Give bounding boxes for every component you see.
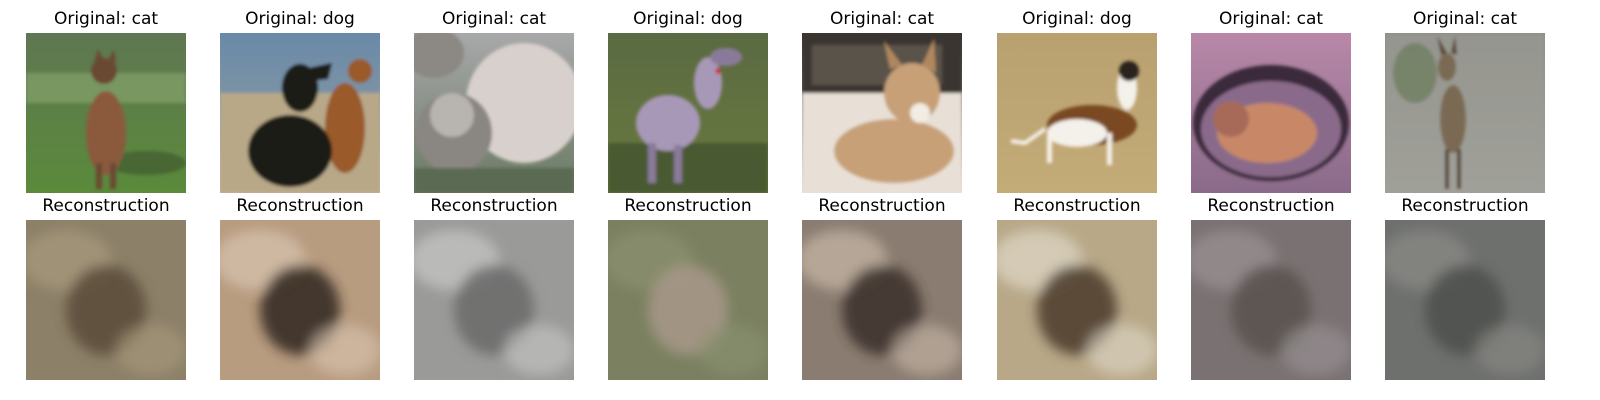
reconstruction-title: Reconstruction	[430, 196, 558, 216]
original-title: Original: dog	[245, 9, 355, 29]
original-image	[608, 33, 768, 193]
original-image	[802, 33, 962, 193]
reconstruction-image	[997, 220, 1157, 380]
reconstruction-image	[1191, 220, 1351, 380]
reconstruction-title: Reconstruction	[1207, 196, 1335, 216]
original-title: Original: cat	[53, 9, 159, 29]
original-image	[26, 33, 186, 193]
original-title: Original: cat	[441, 9, 547, 29]
reconstruction-title: Reconstruction	[818, 196, 946, 216]
reconstruction-image	[802, 220, 962, 380]
reconstruction-image	[414, 220, 574, 380]
reconstruction-title: Reconstruction	[42, 196, 170, 216]
original-title: Original: cat	[1218, 9, 1324, 29]
original-image	[1191, 33, 1351, 193]
original-image	[1385, 33, 1545, 193]
reconstruction-title: Reconstruction	[1401, 196, 1529, 216]
original-title: Original: dog	[1022, 9, 1132, 29]
reconstruction-title: Reconstruction	[1013, 196, 1141, 216]
reconstruction-image	[26, 220, 186, 380]
reconstruction-image	[608, 220, 768, 380]
original-title: Original: cat	[1412, 9, 1518, 29]
original-title: Original: dog	[633, 9, 743, 29]
original-image	[220, 33, 380, 193]
original-image	[997, 33, 1157, 193]
reconstruction-image	[220, 220, 380, 380]
reconstruction-image	[1385, 220, 1545, 380]
reconstruction-title: Reconstruction	[624, 196, 752, 216]
original-title: Original: cat	[829, 9, 935, 29]
original-image	[414, 33, 574, 193]
reconstruction-title: Reconstruction	[236, 196, 364, 216]
